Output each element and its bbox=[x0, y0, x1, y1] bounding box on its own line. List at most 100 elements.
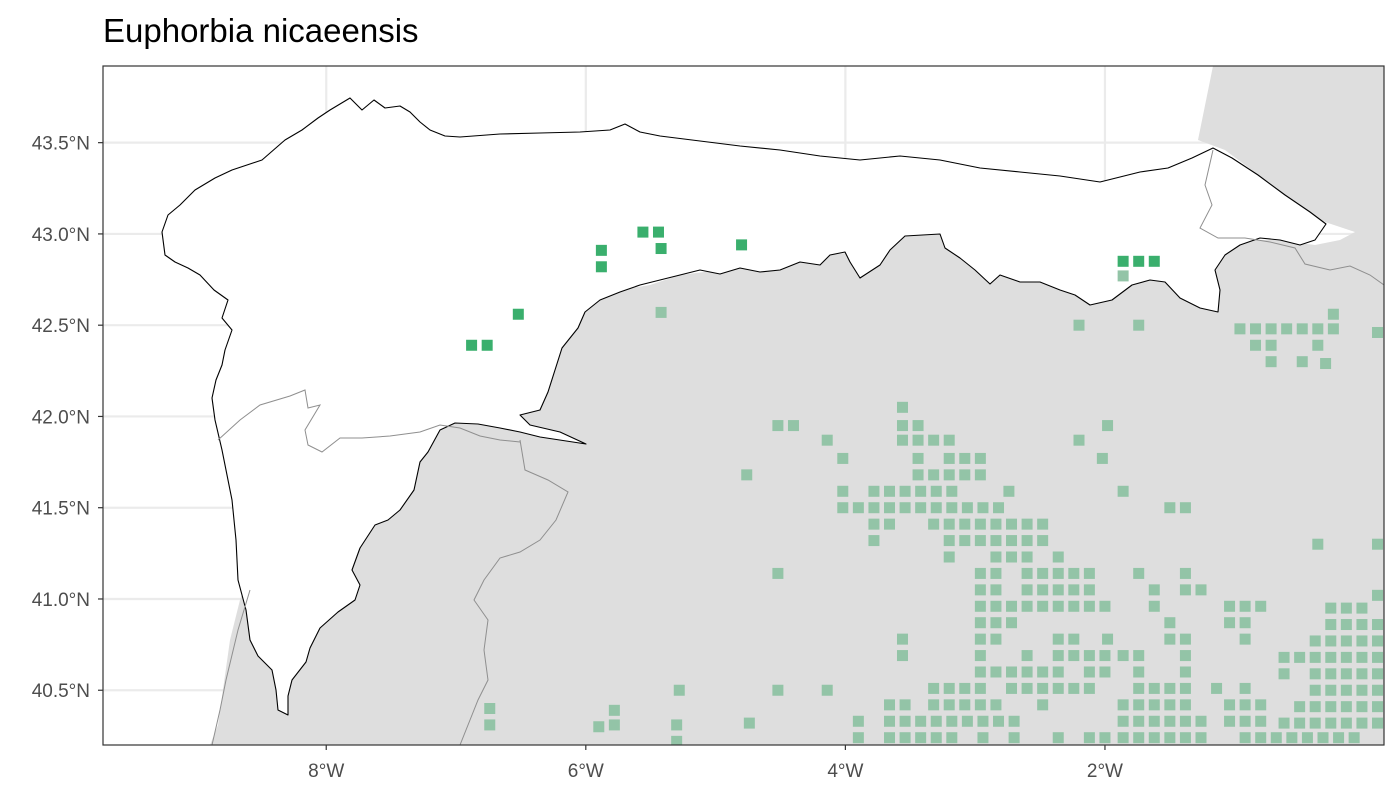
occurrence-point-outside bbox=[896, 401, 908, 413]
occurrence-point-outside bbox=[915, 502, 927, 514]
occurrence-point-outside bbox=[977, 732, 989, 744]
occurrence-point-outside bbox=[974, 682, 986, 694]
occurrence-point-outside bbox=[1195, 584, 1207, 596]
occurrence-point-outside bbox=[1309, 668, 1321, 680]
occurrence-point-outside bbox=[1006, 518, 1018, 530]
province-border-east bbox=[1199, 149, 1384, 286]
occurrence-point-outside bbox=[977, 502, 989, 514]
occurrence-point-outside bbox=[1021, 551, 1033, 563]
occurrence-point-outside bbox=[1224, 617, 1236, 629]
occurrence-point-outside bbox=[1006, 682, 1018, 694]
occurrence-point-outside bbox=[884, 715, 896, 727]
occurrence-point-outside bbox=[852, 502, 864, 514]
occurrence-point-outside bbox=[1325, 717, 1337, 729]
occurrence-point-outside bbox=[1179, 715, 1191, 727]
occurrence-point-outside bbox=[1052, 650, 1064, 662]
occurrence-point-outside bbox=[1255, 600, 1267, 612]
occurrence-point-outside bbox=[868, 518, 880, 530]
occurrence-point-outside bbox=[943, 535, 955, 547]
occurrence-point-outside bbox=[1083, 567, 1095, 579]
occurrence-point-outside bbox=[1052, 633, 1064, 645]
occurrence-point-outside bbox=[1068, 584, 1080, 596]
occurrence-point-outside bbox=[1278, 668, 1290, 680]
occurrence-point-outside bbox=[1179, 650, 1191, 662]
occurrence-point-outside bbox=[1008, 715, 1020, 727]
occurrence-point-outside bbox=[990, 600, 1002, 612]
occurrence-point-outside bbox=[990, 567, 1002, 579]
occurrence-point-outside bbox=[1052, 584, 1064, 596]
occurrence-point-outside bbox=[1312, 323, 1324, 335]
occurrence-point-outside bbox=[928, 682, 940, 694]
occurrence-point-outside bbox=[1179, 682, 1191, 694]
occurrence-point-outside bbox=[1133, 650, 1145, 662]
x-tick-label: 8°W bbox=[308, 761, 344, 782]
occurrence-point-outside bbox=[899, 485, 911, 497]
occurrence-point-in-area bbox=[1117, 255, 1129, 267]
occurrence-point-outside bbox=[1021, 666, 1033, 678]
occurrence-point-outside bbox=[962, 747, 973, 758]
occurrence-point-outside bbox=[1073, 319, 1085, 331]
occurrence-point-outside bbox=[943, 452, 955, 464]
occurrence-point-in-area bbox=[736, 239, 748, 251]
occurrence-point-outside bbox=[1327, 308, 1339, 320]
occurrence-point-outside bbox=[1099, 650, 1111, 662]
y-tick-label: 43.0°N bbox=[32, 225, 90, 246]
occurrence-point-outside bbox=[1224, 699, 1236, 711]
occurrence-point-outside bbox=[1179, 666, 1191, 678]
occurrence-point-outside bbox=[1083, 682, 1095, 694]
occurrence-point-outside bbox=[1250, 323, 1262, 335]
occurrence-point-outside bbox=[1372, 635, 1384, 647]
y-tick-label: 41.5°N bbox=[32, 499, 90, 520]
occurrence-point-outside bbox=[959, 452, 971, 464]
occurrence-point-outside bbox=[655, 306, 667, 318]
occurrence-point-outside bbox=[896, 420, 908, 432]
occurrence-point-outside bbox=[1265, 323, 1277, 335]
y-tick-label: 40.5°N bbox=[32, 681, 90, 702]
occurrence-point-outside bbox=[990, 633, 1002, 645]
occurrence-point-outside bbox=[990, 666, 1002, 678]
occurrence-point-outside bbox=[974, 650, 986, 662]
occurrence-point-outside bbox=[1301, 732, 1313, 744]
occurrence-point-outside bbox=[1325, 619, 1337, 631]
occurrence-point-outside bbox=[1006, 617, 1018, 629]
occurrence-point-outside bbox=[993, 747, 1004, 758]
occurrence-point-outside bbox=[1118, 747, 1129, 758]
occurrence-point-outside bbox=[928, 434, 940, 446]
occurrence-point-outside bbox=[1265, 356, 1277, 368]
occurrence-point-outside bbox=[1195, 732, 1207, 744]
occurrence-point-outside bbox=[743, 717, 755, 729]
occurrence-point-outside bbox=[1083, 732, 1095, 744]
occurrence-point-outside bbox=[837, 502, 849, 514]
occurrence-point-outside bbox=[1133, 682, 1145, 694]
occurrence-point-outside bbox=[1068, 682, 1080, 694]
occurrence-point-outside bbox=[930, 485, 942, 497]
occurrence-point-outside bbox=[884, 502, 896, 514]
occurrence-point-outside bbox=[899, 715, 911, 727]
occurrence-point-outside bbox=[1073, 434, 1085, 446]
occurrence-point-outside bbox=[1009, 747, 1020, 758]
occurrence-point-outside bbox=[1037, 600, 1049, 612]
occurrence-point-outside bbox=[1340, 717, 1352, 729]
occurrence-point-outside bbox=[928, 699, 940, 711]
occurrence-point-outside bbox=[1037, 518, 1049, 530]
occurrence-point-outside bbox=[852, 715, 864, 727]
occurrence-point-outside bbox=[1099, 732, 1111, 744]
occurrence-point-outside bbox=[915, 485, 927, 497]
occurrence-point-outside bbox=[896, 650, 908, 662]
occurrence-point-outside bbox=[993, 502, 1005, 514]
occurrence-point-outside bbox=[772, 684, 784, 696]
occurrence-point-outside bbox=[1255, 732, 1267, 744]
occurrence-point-outside bbox=[821, 684, 833, 696]
occurrence-point-outside bbox=[1356, 668, 1368, 680]
occurrence-point-outside bbox=[1068, 650, 1080, 662]
occurrence-point-outside bbox=[1239, 600, 1251, 612]
occurrence-point-outside bbox=[1195, 715, 1207, 727]
occurrence-point-outside bbox=[1356, 701, 1368, 713]
occurrence-point-outside bbox=[1372, 651, 1384, 663]
occurrence-point-outside bbox=[974, 666, 986, 678]
occurrence-point-outside bbox=[1117, 270, 1129, 282]
occurrence-point-outside bbox=[943, 434, 955, 446]
occurrence-point-outside bbox=[1117, 650, 1129, 662]
occurrence-point-outside bbox=[608, 704, 620, 716]
